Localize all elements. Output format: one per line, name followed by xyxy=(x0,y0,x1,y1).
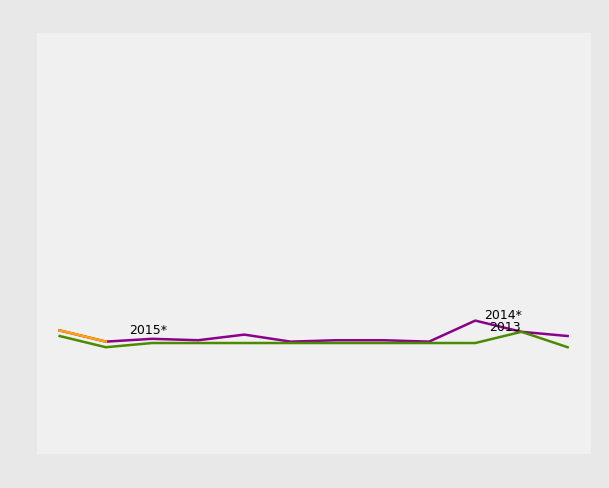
Text: 2013: 2013 xyxy=(489,320,521,333)
Text: 2014*: 2014* xyxy=(485,308,523,321)
Text: 2015*: 2015* xyxy=(129,324,167,337)
